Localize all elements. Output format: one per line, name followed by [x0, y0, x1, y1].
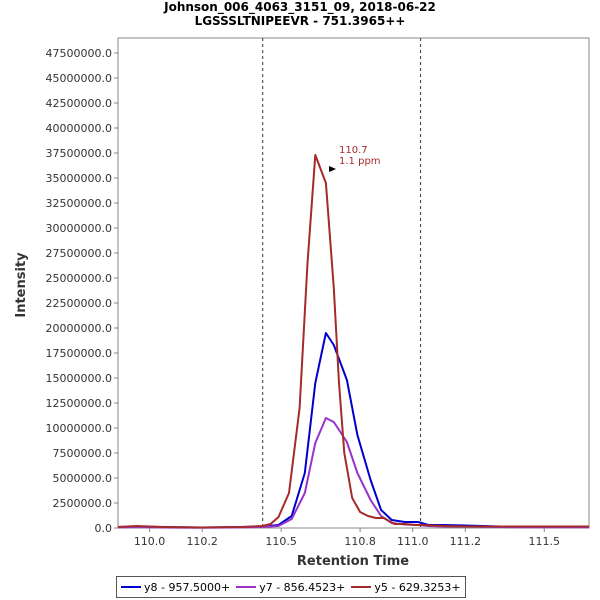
- x-axis: 110.0 110.2 110.5 110.8 111.0 111.2 111.5: [134, 528, 560, 548]
- x-tick-label-3: 110.8: [344, 535, 376, 548]
- y-tick-label-14: 35000000.0: [46, 172, 112, 185]
- legend-label-1: y7 - 856.4523+: [259, 580, 346, 594]
- marker-layer: [262, 38, 422, 528]
- x-tick-label-2: 110.5: [265, 535, 297, 548]
- y-tick-label-13: 32500000.0: [46, 197, 112, 210]
- y-tick-label-16: 40000000.0: [46, 122, 112, 135]
- y-tick-label-1: 2500000.0: [53, 497, 113, 510]
- annotation-arrow: [329, 166, 337, 172]
- y-tick-label-6: 15000000.0: [46, 372, 112, 385]
- y-tick-label-2: 5000000.0: [53, 472, 113, 485]
- x-tick-label-6: 111.5: [529, 535, 561, 548]
- y-axis-label: Intensity: [14, 252, 29, 318]
- x-tick-label-0: 110.0: [134, 535, 166, 548]
- annotation-line-0: 110.7: [339, 145, 368, 156]
- y-tick-label-0: 0.0: [95, 522, 113, 535]
- series-layer: [117, 154, 589, 529]
- legend-label-2: y5 - 629.3253+: [374, 580, 461, 594]
- y-axis: 0.0 2500000.0 5000000.0 7500000.0 10000000.0…: [46, 47, 118, 535]
- y-tick-label-3: 7500000.0: [53, 447, 113, 460]
- chart-title-block: Johnson_006_4063_3151_09, 2018-06-22 LGS…: [0, 0, 600, 28]
- x-tick-label-5: 111.2: [450, 535, 482, 548]
- x-axis-label: Retention Time: [297, 554, 409, 569]
- legend: y8 - 957.5000+ y7 - 856.4523+ y5 - 629.325…: [116, 576, 466, 598]
- y-tick-label-9: 22500000.0: [46, 297, 112, 310]
- legend-item-2: y5 - 629.3253+: [351, 580, 461, 594]
- chart-title: Johnson_006_4063_3151_09, 2018-06-22: [164, 0, 436, 14]
- legend-item-1: y7 - 856.4523+: [236, 581, 345, 594]
- y-tick-label-5: 12500000.0: [46, 397, 112, 410]
- annotation-line-1: 1.1 ppm: [339, 156, 381, 167]
- y-tick-label-15: 37500000.0: [46, 147, 112, 160]
- legend-label-0: y8 - 957.5000+: [144, 580, 231, 594]
- x-tick-label-1: 110.2: [186, 535, 218, 548]
- y-tick-label-4: 10000000.0: [46, 422, 112, 435]
- legend-item-0: y8 - 957.5000+: [121, 581, 230, 594]
- legend-swatch-2: [351, 586, 372, 588]
- y-tick-label-12: 30000000.0: [46, 222, 112, 235]
- x-tick-label-4: 111.0: [397, 535, 429, 548]
- y-tick-label-7: 17500000.0: [46, 347, 112, 360]
- peak-annotation: 110.71.1 ppm: [329, 145, 381, 172]
- legend-swatch-1: [236, 586, 257, 588]
- y-tick-label-17: 42500000.0: [46, 97, 112, 110]
- y-tick-label-18: 45000000.0: [46, 72, 112, 85]
- y-tick-label-11: 27500000.0: [46, 247, 112, 260]
- y-tick-label-10: 25000000.0: [46, 272, 112, 285]
- y-tick-label-19: 47500000.0: [46, 47, 112, 60]
- series-line-2: [117, 154, 589, 529]
- legend-swatch-0: [121, 586, 141, 588]
- plot-area: [117, 37, 590, 529]
- chart-subtitle: LGSSSLTNIPEEVR - 751.3965++: [194, 14, 406, 28]
- y-tick-label-8: 20000000.0: [46, 322, 112, 335]
